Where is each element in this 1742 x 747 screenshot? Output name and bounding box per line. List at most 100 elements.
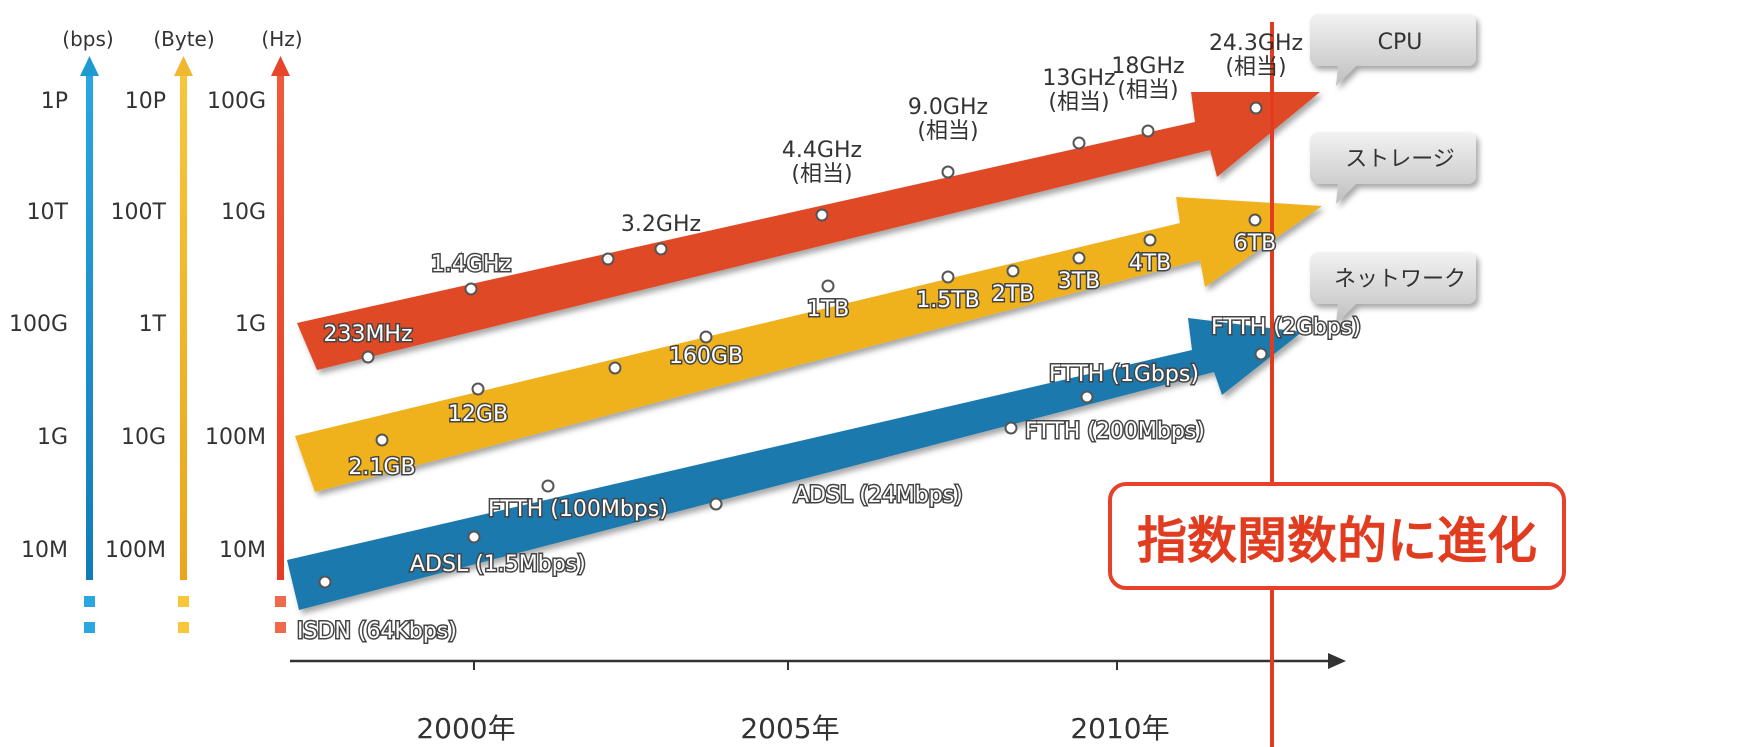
data-point-1-0 bbox=[375, 433, 389, 447]
data-point-1-3 bbox=[699, 330, 713, 344]
data-label-2-6: FTTH (2Gbps) bbox=[1211, 315, 1361, 340]
trend-arrows bbox=[287, 92, 1322, 610]
data-label-0-1: 1.4GHz bbox=[431, 252, 511, 277]
data-point-1-1 bbox=[471, 382, 485, 396]
data-label-0-4: 4.4GHz (相当) bbox=[782, 138, 862, 187]
data-point-2-0 bbox=[318, 575, 332, 589]
data-label-0-6: 13GHz (相当) bbox=[1042, 66, 1115, 115]
data-label-1-7: 3TB bbox=[1058, 269, 1101, 294]
data-point-0-5 bbox=[941, 165, 955, 179]
y-axis-hz-arrowhead bbox=[271, 56, 290, 76]
series-tag-storage-bubble bbox=[1310, 132, 1476, 204]
data-point-1-2 bbox=[608, 361, 622, 375]
data-point-1-4 bbox=[821, 279, 835, 293]
data-point-2-6 bbox=[1254, 347, 1268, 361]
cpu-trend-arrow bbox=[297, 92, 1320, 370]
highlight-callout: 指数関数的に進化 bbox=[1108, 482, 1566, 590]
data-point-0-3 bbox=[654, 242, 668, 256]
x-axis-arrowhead bbox=[1328, 653, 1346, 669]
data-points: 233MHz 1.4GHz 3.2GHz 4.4GHz (相当) 9.0GHz (相当) 13… bbox=[296, 31, 1363, 646]
y-tick-byte-0: 10P bbox=[125, 89, 166, 114]
y-axis-byte: (Byte) 10P 100T 1T 10G 100M bbox=[105, 27, 215, 633]
y-axis-unit-byte: (Byte) bbox=[153, 27, 214, 51]
x-axis: 2000年 2005年 2010年 bbox=[290, 653, 1346, 745]
y-tick-bps-0: 1P bbox=[41, 89, 68, 114]
data-point-0-0 bbox=[361, 350, 375, 364]
y-tick-bps-3: 1G bbox=[37, 425, 68, 450]
y-axis-hz-break-1 bbox=[275, 596, 286, 607]
data-point-0-2 bbox=[601, 252, 615, 266]
data-point-0-1 bbox=[464, 282, 478, 296]
series-tag-network bbox=[1310, 252, 1476, 324]
data-point-2-1 bbox=[467, 530, 481, 544]
data-point-2-4 bbox=[1004, 421, 1018, 435]
y-tick-hz-4: 10M bbox=[219, 538, 266, 563]
data-label-0-8: 24.3GHz (相当) bbox=[1209, 31, 1303, 80]
y-tick-byte-4: 100M bbox=[105, 538, 166, 563]
data-point-1-6 bbox=[1006, 264, 1020, 278]
data-point-2-3 bbox=[709, 497, 723, 511]
y-tick-hz-3: 100M bbox=[205, 425, 266, 450]
data-label-1-5: 1.5TB bbox=[916, 288, 980, 313]
y-axis-bps-arrowhead bbox=[80, 56, 99, 76]
data-label-2-2: FTTH (100Mbps) bbox=[488, 497, 668, 522]
data-point-2-5 bbox=[1080, 390, 1094, 404]
y-tick-bps-1: 10T bbox=[27, 200, 69, 225]
data-label-2-5: FTTH (1Gbps) bbox=[1049, 362, 1199, 387]
data-label-1-0: 2.1GB bbox=[348, 455, 415, 480]
data-point-1-7 bbox=[1072, 251, 1086, 265]
y-axis-byte-break-2 bbox=[178, 622, 189, 633]
series-tag-storage-label: ストレージ bbox=[1345, 147, 1455, 172]
data-label-1-1: 12GB bbox=[448, 402, 508, 427]
data-label-0-5: 9.0GHz (相当) bbox=[908, 95, 988, 144]
data-point-0-7 bbox=[1141, 124, 1155, 138]
data-label-0-3: 3.2GHz bbox=[621, 212, 701, 237]
series-tag-network-label: ネットワーク bbox=[1334, 267, 1466, 292]
series-tag-cpu bbox=[1310, 14, 1476, 86]
y-tick-hz-2: 1G bbox=[235, 312, 266, 337]
y-axis-unit-hz: (Hz) bbox=[261, 27, 302, 51]
storage-trend-arrow bbox=[295, 197, 1322, 492]
data-label-1-9: 6TB bbox=[1234, 231, 1277, 256]
data-label-2-1: ADSL (1.5Mbps) bbox=[410, 552, 586, 577]
data-label-0-0: 233MHz bbox=[323, 322, 412, 347]
y-axis-byte-arrowhead bbox=[174, 56, 193, 76]
data-label-2-4: FTTH (200Mbps) bbox=[1025, 419, 1205, 444]
y-tick-byte-1: 100T bbox=[111, 200, 167, 225]
data-point-0-6 bbox=[1072, 136, 1086, 150]
y-tick-byte-2: 1T bbox=[139, 312, 167, 337]
y-axis-hz: (Hz) 100G 10G 1G 100M 10M bbox=[205, 27, 303, 633]
y-tick-bps-4: 10M bbox=[21, 538, 68, 563]
data-point-0-4 bbox=[815, 208, 829, 222]
y-tick-hz-0: 100G bbox=[207, 89, 266, 114]
y-axis-byte-break-1 bbox=[178, 596, 189, 607]
y-axis-bps: (bps) 1P 10T 100G 1G 10M bbox=[9, 27, 114, 633]
y-axis-bps-line bbox=[86, 74, 93, 580]
data-point-1-8 bbox=[1143, 233, 1157, 247]
data-label-1-8: 4TB bbox=[1129, 251, 1172, 276]
y-axis-unit-bps: (bps) bbox=[62, 27, 113, 51]
y-tick-bps-2: 100G bbox=[9, 312, 68, 337]
series-tag-network-bubble bbox=[1310, 252, 1476, 324]
x-tick-label-2010: 2010年 bbox=[1070, 712, 1169, 745]
y-axis-hz-line bbox=[277, 74, 284, 580]
data-label-1-3: 160GB bbox=[669, 344, 743, 369]
data-label-2-3: ADSL (24Mbps) bbox=[794, 483, 963, 508]
data-label-0-7: 18GHz (相当) bbox=[1111, 54, 1184, 103]
y-axis-bps-break-1 bbox=[84, 596, 95, 607]
data-point-1-9 bbox=[1248, 213, 1262, 227]
data-label-1-6: 2TB bbox=[992, 282, 1035, 307]
y-tick-byte-3: 10G bbox=[121, 425, 166, 450]
series-tag-cpu-label: CPU bbox=[1378, 30, 1423, 55]
y-axis-hz-break-2 bbox=[275, 622, 286, 633]
series-tag-cpu-bubble bbox=[1310, 14, 1476, 86]
data-point-1-5 bbox=[941, 270, 955, 284]
highlight-callout-text: 指数関数的に進化 bbox=[1137, 512, 1537, 570]
data-label-1-4: 1TB bbox=[807, 297, 850, 322]
data-point-2-2 bbox=[541, 479, 555, 493]
y-axis-bps-break-2 bbox=[84, 622, 95, 633]
data-label-2-0: ISDN (64Kbps) bbox=[297, 619, 457, 644]
x-tick-label-2000: 2000年 bbox=[416, 712, 515, 745]
data-point-0-8 bbox=[1249, 101, 1263, 115]
